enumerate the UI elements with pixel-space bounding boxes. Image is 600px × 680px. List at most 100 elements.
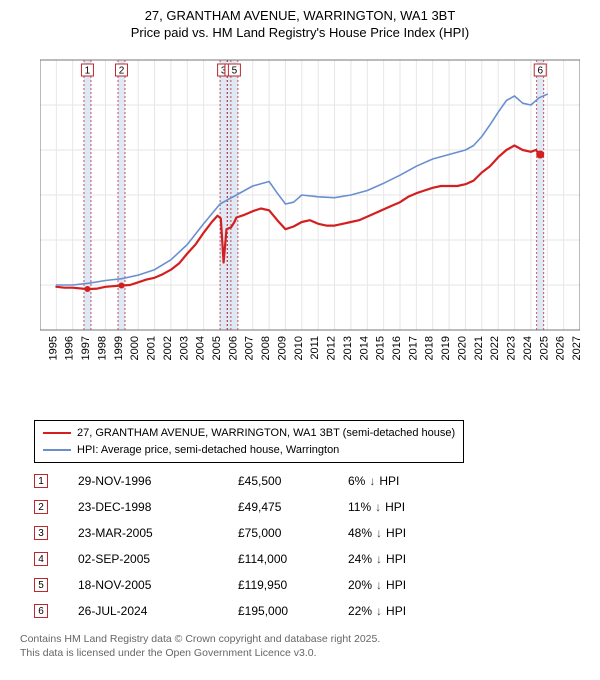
marker-delta: 48% ↓ HPI [348, 526, 468, 540]
chart-svg: £0£50K£100K£150K£200K£250K£300K199419951… [40, 50, 580, 380]
svg-text:2025: 2025 [538, 336, 550, 360]
marker-row: 3 23-MAR-2005£75,00048% ↓ HPI [34, 520, 574, 546]
marker-delta-suffix: HPI [386, 526, 406, 540]
marker-number: 6 [34, 604, 48, 618]
svg-text:2019: 2019 [440, 336, 452, 360]
marker-delta: 22% ↓ HPI [348, 604, 468, 618]
svg-text:2014: 2014 [358, 336, 370, 360]
marker-price: £119,950 [238, 578, 348, 592]
svg-text:5: 5 [232, 66, 238, 77]
svg-text:2022: 2022 [489, 336, 501, 360]
legend-row-hpi: HPI: Average price, semi-detached house,… [43, 442, 455, 459]
footer-line-1: Contains HM Land Registry data © Crown c… [20, 632, 380, 646]
marker-number: 1 [34, 474, 48, 488]
svg-text:2011: 2011 [309, 336, 321, 360]
svg-text:1999: 1999 [113, 336, 125, 360]
marker-delta-suffix: HPI [386, 578, 406, 592]
marker-delta-pct: 20% [348, 578, 372, 592]
legend-box: 27, GRANTHAM AVENUE, WARRINGTON, WA1 3BT… [34, 420, 464, 463]
svg-text:2000: 2000 [129, 336, 141, 360]
marker-delta-pct: 6% [348, 474, 365, 488]
marker-date: 26-JUL-2024 [78, 604, 238, 618]
title-line-2: Price paid vs. HM Land Registry's House … [0, 25, 600, 42]
marker-date: 23-DEC-1998 [78, 500, 238, 514]
svg-text:1: 1 [85, 66, 91, 77]
legend-swatch-property [43, 432, 71, 434]
marker-delta-pct: 48% [348, 526, 372, 540]
marker-price: £49,475 [238, 500, 348, 514]
marker-row: 4 02-SEP-2005£114,00024% ↓ HPI [34, 546, 574, 572]
marker-delta-pct: 11% [348, 500, 371, 514]
svg-text:2: 2 [119, 66, 125, 77]
svg-text:2026: 2026 [555, 336, 567, 360]
svg-text:2024: 2024 [522, 336, 534, 360]
title-line-1: 27, GRANTHAM AVENUE, WARRINGTON, WA1 3BT [0, 8, 600, 25]
svg-text:2007: 2007 [244, 336, 256, 360]
marker-date: 18-NOV-2005 [78, 578, 238, 592]
svg-text:2008: 2008 [260, 336, 272, 360]
marker-delta-suffix: HPI [385, 500, 405, 514]
marker-delta: 24% ↓ HPI [348, 552, 468, 566]
marker-row: 1 29-NOV-1996£45,5006% ↓ HPI [34, 468, 574, 494]
svg-text:2023: 2023 [506, 336, 518, 360]
legend-swatch-hpi [43, 449, 71, 451]
marker-delta: 11%↓HPI [348, 500, 468, 514]
arrow-down-icon: ↓ [376, 604, 382, 618]
svg-text:2012: 2012 [326, 336, 338, 360]
arrow-down-icon: ↓ [376, 526, 382, 540]
footer-note: Contains HM Land Registry data © Crown c… [20, 632, 380, 660]
svg-text:1994: 1994 [40, 336, 43, 360]
svg-text:2013: 2013 [342, 336, 354, 360]
svg-text:2027: 2027 [571, 336, 580, 360]
marker-price: £195,000 [238, 604, 348, 618]
chart-container: 27, GRANTHAM AVENUE, WARRINGTON, WA1 3BT… [0, 0, 600, 680]
legend-label-property: 27, GRANTHAM AVENUE, WARRINGTON, WA1 3BT… [77, 425, 455, 442]
svg-text:2015: 2015 [375, 336, 387, 360]
marker-table: 129-NOV-1996£45,5006%↓HPI223-DEC-1998£49… [34, 468, 574, 624]
svg-text:2001: 2001 [146, 336, 158, 360]
arrow-down-icon: ↓ [376, 578, 382, 592]
svg-text:2016: 2016 [391, 336, 403, 360]
marker-date: 29-NOV-1996 [78, 474, 238, 488]
svg-text:1996: 1996 [64, 336, 76, 360]
marker-delta-pct: 22% [348, 604, 372, 618]
arrow-down-icon: ↓ [369, 474, 375, 488]
chart-area: £0£50K£100K£150K£200K£250K£300K199419951… [40, 50, 580, 380]
title-block: 27, GRANTHAM AVENUE, WARRINGTON, WA1 3BT… [0, 0, 600, 42]
marker-date: 23-MAR-2005 [78, 526, 238, 540]
svg-text:2004: 2004 [195, 336, 207, 360]
footer-line-2: This data is licensed under the Open Gov… [20, 646, 380, 660]
marker-row: 2 23-DEC-1998£49,47511%↓HPI [34, 494, 574, 520]
svg-text:2017: 2017 [407, 336, 419, 360]
marker-delta-suffix: HPI [386, 552, 406, 566]
marker-number: 3 [34, 526, 48, 540]
marker-row: 6 26-JUL-2024£195,00022% ↓ HPI [34, 598, 574, 624]
marker-row: 5 18-NOV-2005£119,95020% ↓ HPI [34, 572, 574, 598]
arrow-down-icon: ↓ [376, 552, 382, 566]
svg-text:2009: 2009 [276, 336, 288, 360]
marker-price: £45,500 [238, 474, 348, 488]
svg-text:2021: 2021 [473, 336, 485, 360]
marker-delta: 6% ↓ HPI [348, 474, 468, 488]
marker-delta-suffix: HPI [379, 474, 399, 488]
svg-text:2005: 2005 [211, 336, 223, 360]
marker-delta-pct: 24% [348, 552, 372, 566]
legend-label-hpi: HPI: Average price, semi-detached house,… [77, 442, 339, 459]
svg-text:2002: 2002 [162, 336, 174, 360]
svg-text:2010: 2010 [293, 336, 305, 360]
marker-delta: 20% ↓ HPI [348, 578, 468, 592]
marker-price: £75,000 [238, 526, 348, 540]
svg-text:6: 6 [537, 66, 543, 77]
marker-number: 4 [34, 552, 48, 566]
svg-text:2020: 2020 [456, 336, 468, 360]
svg-text:1995: 1995 [47, 336, 59, 360]
legend-row-property: 27, GRANTHAM AVENUE, WARRINGTON, WA1 3BT… [43, 425, 455, 442]
marker-number: 2 [34, 500, 48, 514]
marker-date: 02-SEP-2005 [78, 552, 238, 566]
svg-text:2003: 2003 [178, 336, 190, 360]
marker-delta-suffix: HPI [386, 604, 406, 618]
svg-text:1998: 1998 [96, 336, 108, 360]
svg-text:2018: 2018 [424, 336, 436, 360]
marker-price: £114,000 [238, 552, 348, 566]
marker-number: 5 [34, 578, 48, 592]
